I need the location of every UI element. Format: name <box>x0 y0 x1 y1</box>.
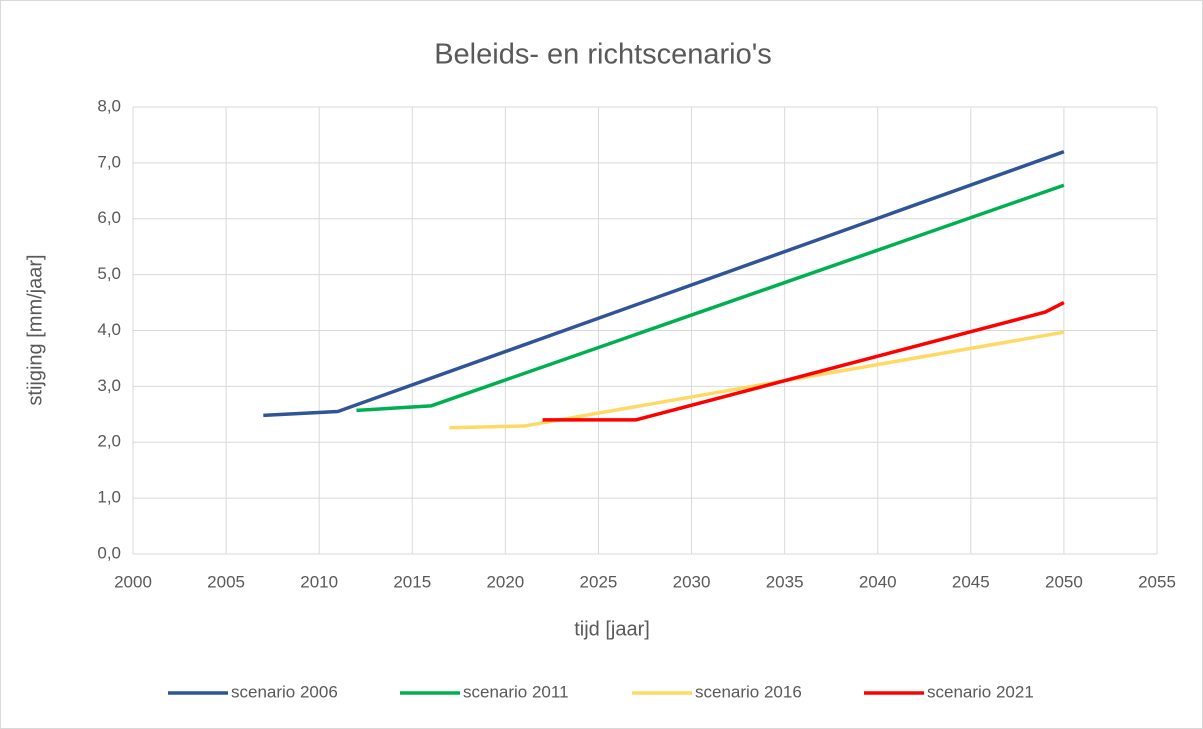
y-tick-label: 6,0 <box>97 208 121 227</box>
y-tick-label: 2,0 <box>97 432 121 451</box>
legend-label: scenario 2006 <box>231 682 338 701</box>
y-tick-label: 8,0 <box>97 96 121 115</box>
chart-title: Beleids- en richtscenario's <box>434 39 772 71</box>
y-axis-label: stijging [mm/jaar] <box>24 254 46 405</box>
y-tick-label: 0,0 <box>97 543 121 562</box>
x-tick-label: 2050 <box>1045 572 1083 591</box>
x-tick-label: 2000 <box>114 572 152 591</box>
series-line <box>356 183 1065 413</box>
legend-label: scenario 2016 <box>695 682 802 701</box>
y-tick-label: 5,0 <box>97 264 121 283</box>
series-line <box>449 330 1065 430</box>
x-tick-label: 2040 <box>859 572 897 591</box>
x-tick-label: 2015 <box>393 572 431 591</box>
x-tick-label: 2035 <box>766 572 804 591</box>
series-line <box>263 150 1065 418</box>
y-tick-label: 1,0 <box>97 488 121 507</box>
x-tick-label: 2020 <box>486 572 524 591</box>
x-axis-label: tijd [jaar] <box>574 618 650 640</box>
x-tick-label: 2025 <box>580 572 618 591</box>
x-tick-label: 2045 <box>952 572 990 591</box>
x-tick-label: 2055 <box>1138 572 1176 591</box>
x-tick-label: 2010 <box>300 572 338 591</box>
y-tick-label: 7,0 <box>97 152 121 171</box>
series-line <box>542 301 1065 422</box>
x-tick-label: 2030 <box>673 572 711 591</box>
x-tick-label: 2005 <box>207 572 245 591</box>
y-tick-label: 4,0 <box>97 320 121 339</box>
y-tick-label: 3,0 <box>97 376 121 395</box>
legend-label: scenario 2021 <box>927 682 1034 701</box>
legend-label: scenario 2011 <box>463 682 569 701</box>
